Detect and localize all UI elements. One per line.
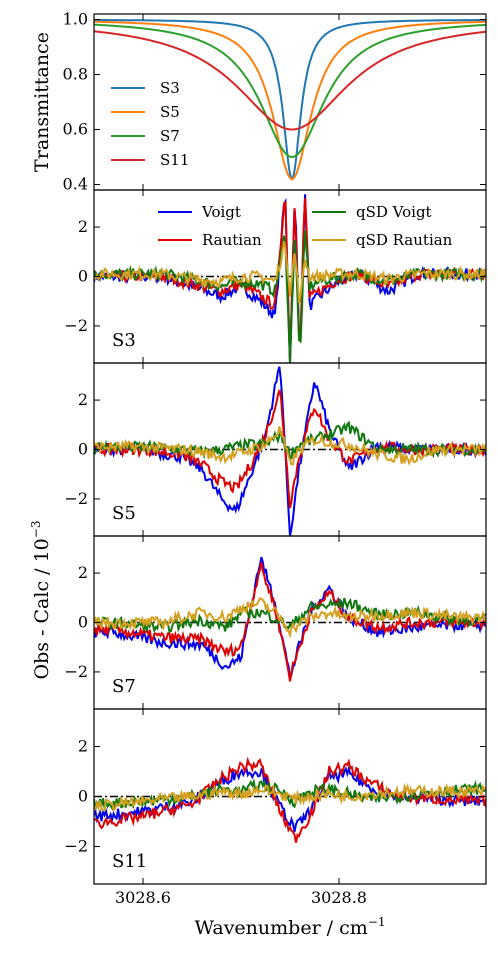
xlabel: Wavenumber / cm−1 (194, 915, 385, 939)
legend-label: S7 (160, 127, 180, 145)
legend-label: S5 (160, 103, 180, 121)
plot-area-S3 (94, 194, 486, 363)
ytick-label: 0 (78, 440, 88, 459)
panel-label: S7 (112, 676, 136, 697)
ytick-label: 2 (78, 563, 88, 582)
ytick-label: 0.8 (63, 65, 88, 84)
xtick-label: 3028.6 (115, 888, 171, 907)
residual-ylabel-exp: −3 (29, 521, 43, 539)
xlabel-text: Wavenumber / cm (194, 917, 367, 939)
panel-label: S5 (112, 503, 136, 524)
series-line-qSD Rautian (94, 597, 486, 639)
ytick-label: 2 (78, 390, 88, 409)
panel-S7: 2 0 −2 S7 (64, 535, 487, 710)
ytick-label: −2 (64, 489, 88, 508)
series-line-qSD Voigt (94, 230, 486, 363)
plot-area-transmittance (94, 19, 486, 181)
panel-S3: 2 0 −2 S3 Voigt Rautian qSD Voigt qSD Rautian (64, 189, 487, 364)
ytick-label: 0.6 (63, 120, 88, 139)
legend-label: Rautian (202, 231, 262, 249)
panel-S11: 2 0 −2 S11 (64, 708, 487, 885)
ytick-label: −2 (64, 837, 88, 856)
series-line-S5 (94, 20, 486, 181)
residual-ylabel-text: Obs - Calc / 10 (31, 538, 53, 679)
ytick-label: −2 (64, 662, 88, 681)
legend-label: qSD Rautian (356, 231, 453, 249)
legend-label: qSD Voigt (356, 203, 432, 221)
panel-transmittance: 0.4 0.6 0.8 1.0 S3 S5 S7 S11 (63, 10, 487, 194)
panel-S5: 2 0 −2 S5 (64, 362, 487, 537)
transmittance-ylabel: Transmittance (31, 32, 53, 172)
series-line-Rautian (94, 756, 486, 843)
xtick-label: 3028.8 (311, 888, 367, 907)
plot-area-S5 (94, 366, 486, 536)
series-line-Rautian (94, 562, 486, 682)
series-line-S7 (94, 23, 486, 159)
ytick-label: 0 (78, 787, 88, 806)
ytick-label: −2 (64, 316, 88, 335)
plot-area-S11 (94, 756, 486, 843)
series-line-qSD Rautian (94, 240, 486, 304)
xlabel-exp: −1 (368, 915, 386, 929)
ytick-label: 2 (78, 217, 88, 236)
panel-label: S3 (112, 330, 136, 351)
series-line-qSD Rautian (94, 426, 486, 466)
series-line-S11 (94, 30, 486, 131)
legend-label: S11 (160, 151, 189, 169)
series-line-qSD Rautian (94, 782, 486, 812)
ytick-label: 2 (78, 737, 88, 756)
residual-ylabel: Obs - Calc / 10−3 (29, 521, 53, 680)
panel-label: S11 (112, 851, 147, 872)
ytick-label: 0.4 (63, 175, 88, 194)
ytick-label: 0 (78, 267, 88, 286)
series-line-Voigt (94, 366, 486, 536)
legend-label: Voigt (201, 203, 241, 221)
plot-area-S7 (94, 556, 486, 682)
ytick-label: 0 (78, 613, 88, 632)
series-line-S3 (94, 19, 486, 181)
legend-label: S3 (160, 79, 180, 97)
ytick-label: 1.0 (63, 10, 88, 29)
